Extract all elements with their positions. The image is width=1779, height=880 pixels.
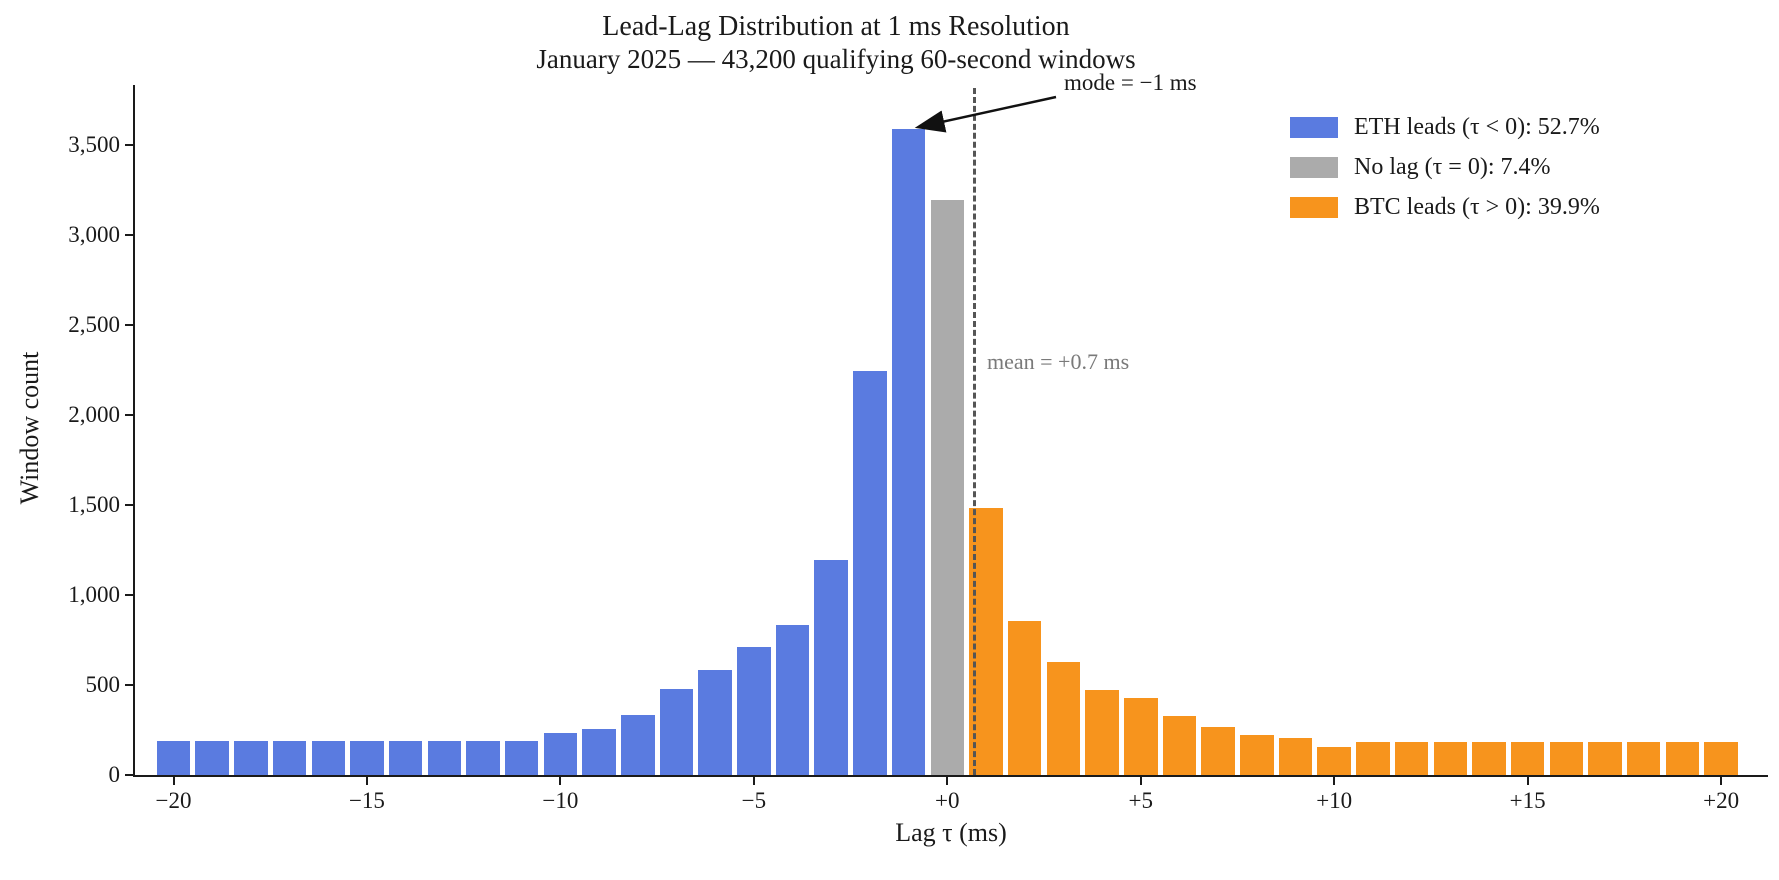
bar-tau-0 bbox=[930, 199, 965, 775]
btc-leads-swatch-icon bbox=[1290, 196, 1338, 218]
bar-tau-3 bbox=[1046, 661, 1081, 775]
bar-tau--12 bbox=[466, 740, 500, 775]
x-axis-spine bbox=[133, 775, 1768, 777]
y-tick-mark bbox=[125, 234, 133, 236]
title-block: Lead-Lag Distribution at 1 ms Resolution… bbox=[536, 10, 1135, 75]
x-tick-mark bbox=[1526, 777, 1529, 785]
x-tick-mark bbox=[1333, 777, 1336, 785]
y-tick-mark bbox=[125, 594, 133, 596]
y-tick-label: 3,000 bbox=[68, 222, 120, 247]
bar-tau--14 bbox=[388, 740, 423, 775]
x-tick-label: +10 bbox=[1316, 788, 1353, 813]
bar-tau-19 bbox=[1665, 741, 1700, 775]
bar-tau--13 bbox=[427, 740, 462, 775]
x-tick-mark bbox=[559, 777, 562, 785]
y-tick-mark bbox=[125, 774, 133, 776]
y-tick-label: 1,000 bbox=[68, 582, 120, 607]
x-tick-label: +0 bbox=[935, 788, 960, 813]
bar-tau-17 bbox=[1588, 741, 1622, 775]
mean-line bbox=[972, 88, 976, 775]
x-tick-mark bbox=[1720, 777, 1723, 785]
y-tick-label: 2,000 bbox=[68, 402, 120, 427]
legend: ETH leads (τ < 0): 52.7% No lag (τ = 0):… bbox=[1290, 113, 1600, 236]
bar-tau--4 bbox=[775, 624, 810, 775]
bar-tau-9 bbox=[1278, 738, 1313, 775]
bar-tau--11 bbox=[504, 740, 539, 775]
bar-tau-18 bbox=[1626, 741, 1661, 775]
bar-tau--8 bbox=[621, 714, 655, 775]
x-tick-mark bbox=[946, 777, 949, 785]
x-tick-mark bbox=[172, 777, 175, 785]
y-tick-label: 500 bbox=[85, 672, 121, 697]
y-axis-spine bbox=[133, 85, 135, 777]
bar-tau--5 bbox=[737, 647, 771, 775]
bar-tau--10 bbox=[543, 732, 578, 775]
bar-tau--9 bbox=[582, 729, 616, 775]
bar-tau-13 bbox=[1433, 741, 1468, 775]
bar-tau--16 bbox=[311, 740, 345, 775]
bar-tau-5 bbox=[1124, 697, 1158, 775]
x-axis-label: Lag τ (ms) bbox=[895, 818, 1007, 847]
bar-tau--1 bbox=[891, 128, 926, 775]
y-axis-label: Window count bbox=[15, 351, 44, 505]
y-tick-mark bbox=[125, 324, 133, 326]
y-tick-label: 3,500 bbox=[68, 132, 120, 157]
bar-tau-10 bbox=[1317, 747, 1351, 775]
bar-tau--19 bbox=[195, 740, 229, 775]
bar-tau--6 bbox=[698, 669, 732, 775]
x-tick-label: +15 bbox=[1509, 788, 1546, 813]
bar-tau-7 bbox=[1201, 727, 1235, 775]
bar-tau--18 bbox=[234, 740, 268, 775]
mode-annotation-label: mode = −1 ms bbox=[1064, 70, 1197, 95]
bar-tau-11 bbox=[1356, 741, 1390, 775]
chart-subtitle: January 2025 — 43,200 qualifying 60-seco… bbox=[536, 44, 1136, 74]
x-tick-label: +5 bbox=[1128, 788, 1153, 813]
bar-tau-8 bbox=[1240, 735, 1274, 775]
bar-tau-6 bbox=[1162, 715, 1197, 775]
legend-row-btc-leads: BTC leads (τ > 0): 39.9% bbox=[1290, 193, 1600, 220]
y-tick-label: 1,500 bbox=[68, 492, 120, 517]
y-tick-mark bbox=[125, 144, 133, 146]
x-tick-mark bbox=[1139, 777, 1142, 785]
x-tick-mark bbox=[752, 777, 755, 785]
y-tick-mark bbox=[125, 684, 133, 686]
x-tick-label: +20 bbox=[1703, 788, 1740, 813]
bar-tau-4 bbox=[1085, 689, 1119, 775]
mean-annotation-label: mean = +0.7 ms bbox=[987, 349, 1130, 374]
y-tick-mark bbox=[125, 414, 133, 416]
legend-row-no-lag: No lag (τ = 0): 7.4% bbox=[1290, 153, 1600, 180]
bar-tau--7 bbox=[659, 688, 694, 775]
bar-tau--3 bbox=[814, 559, 848, 775]
x-tick-mark bbox=[365, 777, 368, 785]
bar-tau--20 bbox=[156, 740, 191, 775]
no-lag-swatch-icon bbox=[1290, 156, 1338, 178]
legend-label-eth-leads: ETH leads (τ < 0): 52.7% bbox=[1354, 113, 1600, 140]
legend-label-btc-leads: BTC leads (τ > 0): 39.9% bbox=[1354, 193, 1600, 220]
x-tick-label: −10 bbox=[542, 788, 579, 813]
bar-tau-12 bbox=[1394, 741, 1429, 775]
legend-label-no-lag: No lag (τ = 0): 7.4% bbox=[1354, 153, 1551, 180]
bar-tau-15 bbox=[1510, 741, 1545, 775]
bar-tau-16 bbox=[1549, 741, 1584, 775]
bar-tau--17 bbox=[272, 740, 307, 775]
bar-tau-2 bbox=[1007, 620, 1042, 775]
x-tick-label: −5 bbox=[741, 788, 767, 813]
y-tick-mark bbox=[125, 504, 133, 506]
plot-area bbox=[135, 85, 1768, 775]
y-tick-label: 2,500 bbox=[68, 312, 120, 337]
bar-tau-14 bbox=[1472, 741, 1506, 775]
bar-tau--2 bbox=[853, 370, 887, 775]
bar-tau--15 bbox=[350, 740, 384, 775]
chart-title: Lead-Lag Distribution at 1 ms Resolution bbox=[602, 11, 1070, 42]
eth-leads-swatch-icon bbox=[1290, 116, 1338, 138]
x-tick-label: −20 bbox=[155, 788, 192, 813]
x-tick-label: −15 bbox=[348, 788, 385, 813]
y-tick-label: 0 bbox=[108, 762, 121, 787]
legend-row-eth-leads: ETH leads (τ < 0): 52.7% bbox=[1290, 113, 1600, 140]
bar-tau-20 bbox=[1704, 741, 1738, 775]
